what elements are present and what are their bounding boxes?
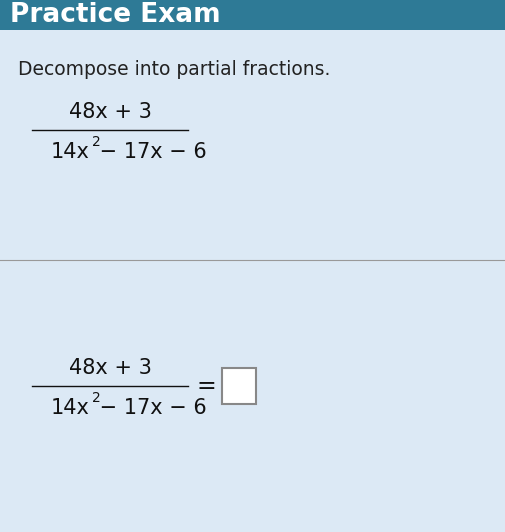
Text: =: = (196, 374, 216, 398)
Text: Practice Exam: Practice Exam (10, 2, 221, 28)
Bar (0, 0, 505, 30)
Text: 2: 2 (92, 391, 101, 405)
Bar (222, 368, 256, 404)
Text: − 17x − 6: − 17x − 6 (93, 142, 207, 162)
Text: Decompose into partial fractions.: Decompose into partial fractions. (18, 60, 330, 79)
Text: − 17x − 6: − 17x − 6 (93, 398, 207, 418)
Text: 14x: 14x (51, 142, 90, 162)
Text: 2: 2 (92, 135, 101, 149)
Text: 14x: 14x (51, 398, 90, 418)
Text: 48x + 3: 48x + 3 (69, 102, 152, 122)
Text: 48x + 3: 48x + 3 (69, 358, 152, 378)
